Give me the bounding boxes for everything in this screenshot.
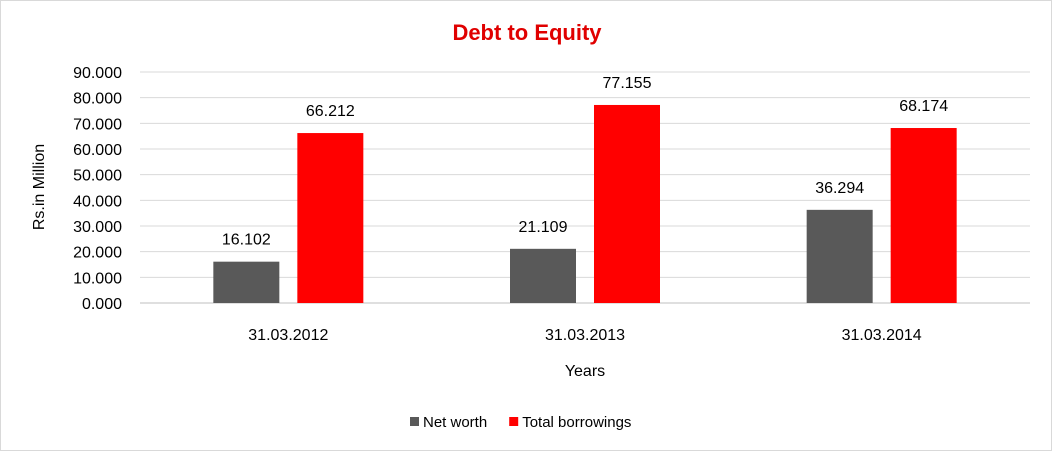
- bar: [594, 104, 660, 303]
- legend-label: Total borrowings: [522, 414, 631, 431]
- data-label: 36.294: [815, 180, 864, 197]
- x-tick-label: 31.03.2013: [545, 327, 625, 344]
- x-axis-ticks: 31.03.2012 31.03.2013 31.03.2014: [248, 327, 922, 344]
- bar: [890, 128, 957, 303]
- y-tick-label: 20.000: [73, 245, 122, 262]
- data-label: 66.212: [306, 103, 355, 120]
- y-tick-label: 50.000: [73, 168, 122, 185]
- x-tick-label: 31.03.2014: [842, 327, 922, 344]
- y-axis-ticks: 0.000 10.000 20.000 30.000 40.000 50.000 60.00…: [73, 65, 122, 313]
- y-tick-label: 0.000: [82, 296, 122, 313]
- x-tick-label: 31.03.2012: [248, 327, 328, 344]
- chart-title: Debt to Equity: [452, 20, 602, 45]
- y-axis-label: Rs.in Million: [31, 144, 48, 230]
- bar: [297, 133, 364, 303]
- y-tick-label: 60.000: [73, 142, 122, 159]
- y-tick-label: 30.000: [73, 219, 122, 236]
- y-tick-label: 90.000: [73, 65, 122, 82]
- bar: [510, 248, 576, 303]
- data-label: 21.109: [519, 219, 568, 236]
- bars: 16.102 66.212 21.109 77.155 36.294 68.174: [213, 75, 957, 303]
- y-tick-label: 70.000: [73, 116, 122, 133]
- bar: [213, 261, 280, 303]
- y-tick-label: 10.000: [73, 270, 122, 287]
- data-label: 16.102: [222, 232, 271, 249]
- data-label: 77.155: [603, 75, 652, 92]
- gridlines: [140, 71, 1030, 304]
- bar: [806, 209, 873, 303]
- legend-swatch: [509, 417, 519, 426]
- x-axis-label: Years: [565, 363, 605, 380]
- y-tick-label: 80.000: [73, 91, 122, 108]
- legend: Net worth Total borrowings: [410, 414, 631, 431]
- legend-swatch: [410, 417, 419, 426]
- legend-label: Net worth: [423, 414, 487, 431]
- y-tick-label: 40.000: [73, 193, 122, 210]
- data-label: 68.174: [899, 98, 948, 115]
